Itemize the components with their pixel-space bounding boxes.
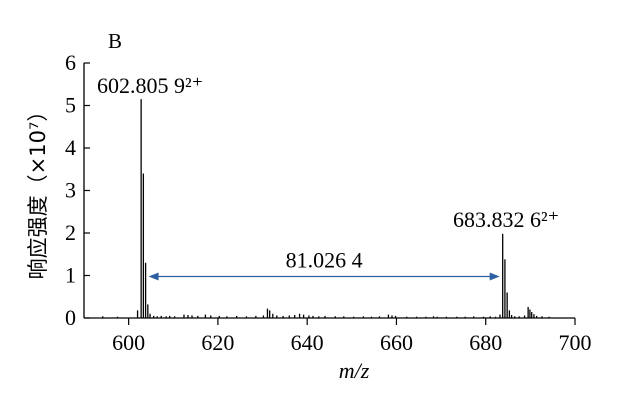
y-tick-label-5: 5 xyxy=(65,93,76,118)
y-tick-label-2: 2 xyxy=(65,220,76,245)
axes: 0 1 2 3 4 5 6 600 620 640 660 680 700 xyxy=(65,50,592,355)
x-tick-label-680: 680 xyxy=(469,330,502,355)
x-tick-label-700: 700 xyxy=(559,330,592,355)
y-tick-label-6: 6 xyxy=(65,50,76,75)
peak-label-683: 683.832 6²⁺ xyxy=(453,207,559,232)
y-tick-label-0: 0 xyxy=(65,305,76,330)
x-ticks: 600 620 640 660 680 700 xyxy=(112,318,592,355)
x-tick-label-640: 640 xyxy=(291,330,324,355)
annotations: 602.805 9²⁺ 683.832 6²⁺ xyxy=(97,73,559,232)
x-axis-title: m/z xyxy=(339,358,370,383)
peak-label-602: 602.805 9²⁺ xyxy=(97,73,203,98)
x-tick-label-600: 600 xyxy=(112,330,145,355)
y-ticks: 0 1 2 3 4 5 6 xyxy=(65,50,90,330)
y-tick-label-3: 3 xyxy=(65,178,76,203)
y-tick-label-4: 4 xyxy=(65,135,76,160)
panel-label: B xyxy=(108,29,122,53)
y-tick-label-1: 1 xyxy=(65,263,76,288)
arrow-right-head xyxy=(489,272,500,281)
y-axis-title: 响应强度（×10⁷） xyxy=(26,101,50,280)
x-tick-label-620: 620 xyxy=(201,330,234,355)
x-tick-label-660: 660 xyxy=(380,330,413,355)
interval-label: 81.026 4 xyxy=(286,248,363,273)
interval-annotation: 81.026 4 xyxy=(148,248,500,281)
arrow-left-head xyxy=(148,272,159,281)
